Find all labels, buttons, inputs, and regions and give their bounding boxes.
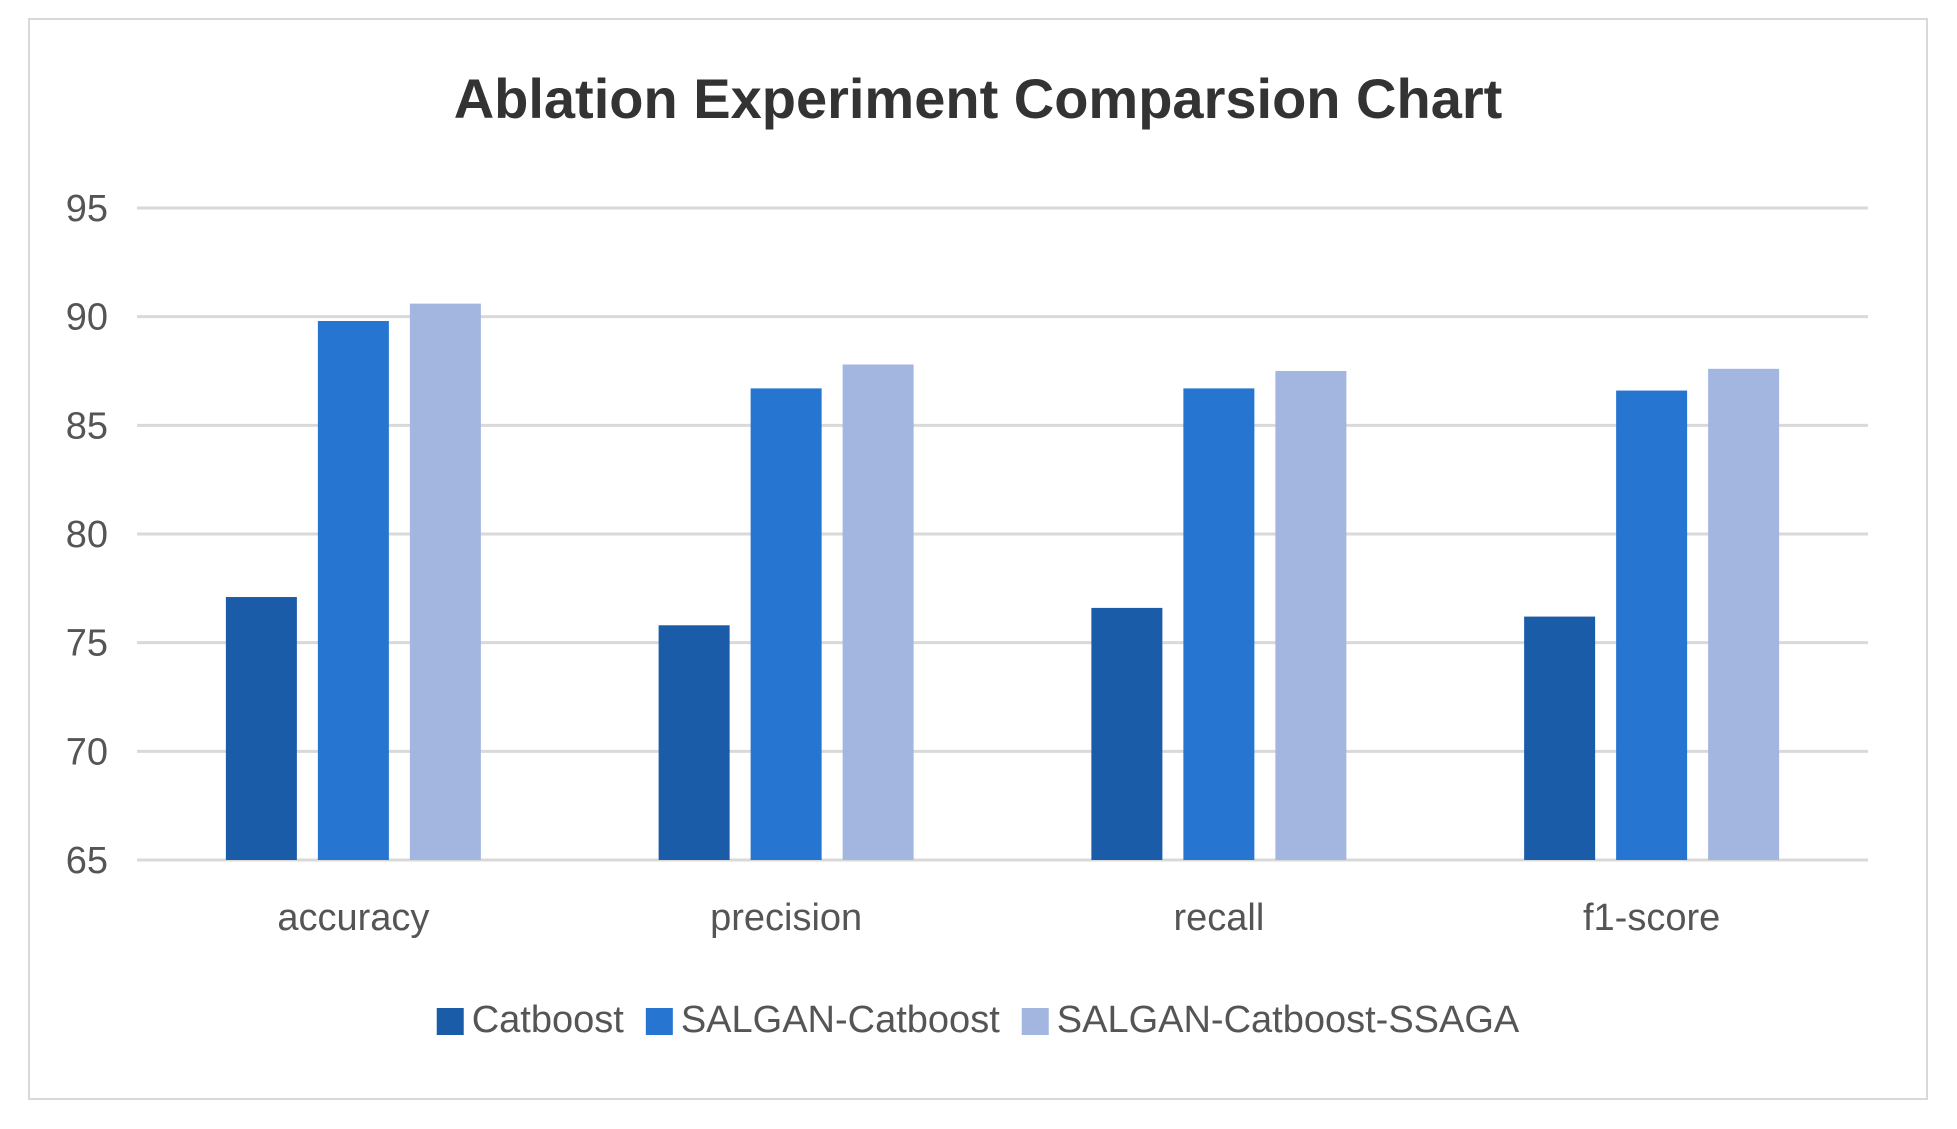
legend-swatch [1021, 1008, 1049, 1035]
bar-f1-score-catboost [1524, 616, 1596, 860]
bar-accuracy-salgan-catboost-ssaga [409, 303, 481, 860]
y-tick-label: 65 [66, 840, 108, 882]
y-tick-label: 90 [66, 297, 108, 339]
bar-f1-score-salgan-catboost-ssaga [1708, 368, 1780, 860]
bar-recall-catboost [1091, 607, 1163, 860]
y-axis-ticks: 65 70 75 80 85 90 95 [66, 188, 108, 882]
x-tick-label: recall [1173, 897, 1264, 939]
y-tick-label: 75 [66, 623, 108, 665]
legend-label: SALGAN-Catboost [681, 999, 1000, 1041]
bar-accuracy-catboost [225, 597, 297, 860]
bar-accuracy-salgan-catboost [317, 321, 389, 861]
x-tick-label: f1-score [1583, 897, 1720, 939]
x-axis-labels: accuracy precision recall f1-score [277, 897, 1720, 939]
legend-label: Catboost [472, 999, 625, 1041]
bar-precision-salgan-catboost-ssaga [842, 364, 914, 860]
y-tick-label: 85 [66, 405, 108, 447]
bars [225, 303, 1780, 861]
legend-swatch [645, 1008, 673, 1035]
legend: Catboost SALGAN-Catboost SALGAN-Catboost-S… [436, 999, 1520, 1041]
bar-precision-catboost [658, 625, 730, 860]
gridlines [137, 206, 1868, 862]
y-tick-label: 70 [66, 731, 108, 773]
bar-precision-salgan-catboost [750, 388, 822, 860]
bar-recall-salgan-catboost [1183, 388, 1255, 860]
y-tick-label: 80 [66, 514, 108, 556]
chart-title: Ablation Experiment Comparsion Chart [454, 67, 1503, 130]
x-tick-label: accuracy [277, 897, 429, 939]
bar-recall-salgan-catboost-ssaga [1275, 371, 1347, 860]
legend-label: SALGAN-Catboost-SSAGA [1057, 999, 1520, 1041]
y-tick-label: 95 [66, 188, 108, 230]
legend-swatch [436, 1008, 464, 1035]
x-tick-label: precision [710, 897, 862, 939]
bar-f1-score-salgan-catboost [1616, 390, 1688, 860]
